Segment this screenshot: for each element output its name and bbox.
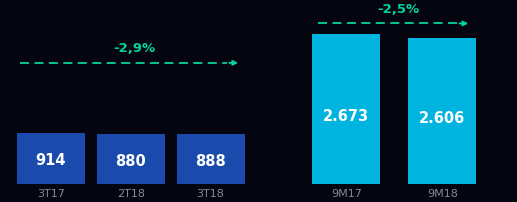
Text: 880: 880 [115, 154, 146, 169]
Text: -2,9%: -2,9% [114, 42, 156, 55]
Bar [17, 133, 85, 184]
Bar [312, 34, 381, 184]
Bar [97, 135, 164, 184]
Bar [408, 38, 476, 184]
Text: -2,5%: -2,5% [377, 3, 419, 16]
Bar [177, 134, 245, 184]
Text: 2.673: 2.673 [323, 109, 370, 124]
Text: 2.606: 2.606 [419, 110, 465, 126]
Text: 914: 914 [36, 153, 66, 168]
Text: 888: 888 [195, 154, 226, 169]
